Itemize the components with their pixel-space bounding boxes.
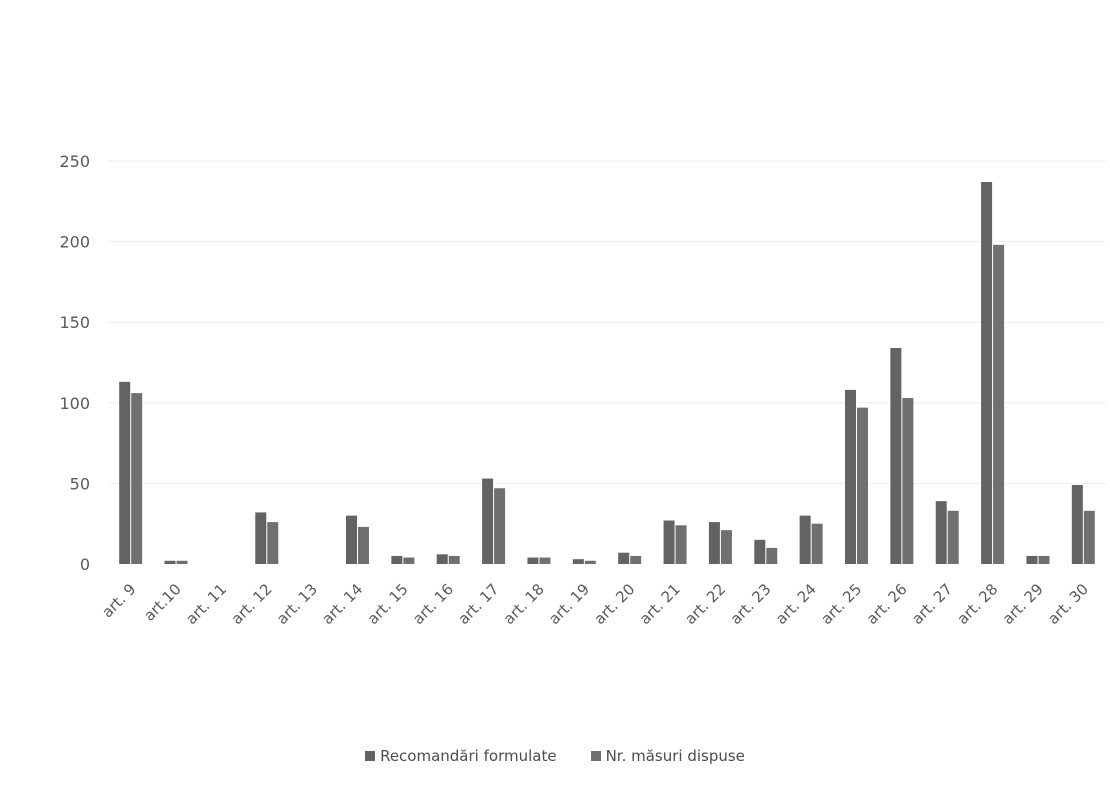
bar-series-2 <box>857 407 868 564</box>
x-tick-label: art. 27 <box>908 580 956 628</box>
y-tick-label: 100 <box>59 394 90 413</box>
x-tick-label: art. 9 <box>98 580 139 621</box>
x-tick-label: art. 11 <box>182 580 230 628</box>
x-tick-label: art. 22 <box>681 580 729 628</box>
x-tick-label: art. 14 <box>318 580 366 628</box>
y-axis-ticks: 0 50 100 150 200 250 <box>59 152 90 574</box>
bar-series-2 <box>675 525 687 564</box>
bar-series-1 <box>708 522 720 564</box>
bar-series-2 <box>630 555 642 564</box>
bar-series-2 <box>811 523 823 564</box>
bar-series-2 <box>358 526 369 564</box>
x-tick-label: art. 24 <box>772 580 820 628</box>
bar-series-2 <box>993 244 1005 564</box>
x-tick-label: art. 17 <box>454 580 502 628</box>
bar-series-2 <box>494 488 506 564</box>
bar-series-1 <box>391 555 403 564</box>
bars <box>119 181 1095 564</box>
legend-label-series-1: Recomandări formulate <box>380 747 557 765</box>
bar-series-2 <box>947 510 959 564</box>
bar-series-1 <box>799 515 811 564</box>
grid-lines <box>108 160 1106 484</box>
bar-series-2 <box>176 560 188 564</box>
x-tick-label: art.10 <box>140 580 185 625</box>
bar-series-1 <box>436 554 448 564</box>
bar-series-2 <box>403 557 415 564</box>
x-tick-label: art. 16 <box>409 580 457 628</box>
y-tick-label: 250 <box>59 152 90 171</box>
bar-series-1 <box>164 560 176 564</box>
bar-series-2 <box>539 557 551 564</box>
legend-label-series-2: Nr. măsuri dispuse <box>605 747 745 765</box>
bar-series-2 <box>902 397 914 564</box>
bar-series-1 <box>754 539 766 564</box>
x-tick-label: art. 28 <box>953 580 1001 628</box>
bar-series-2 <box>720 530 732 564</box>
legend-item-series-2: Nr. măsuri dispuse <box>590 747 745 765</box>
x-tick-label: art. 19 <box>545 580 593 628</box>
y-tick-label: 200 <box>59 233 90 252</box>
bar-series-2 <box>1083 510 1095 564</box>
x-tick-label: art. 20 <box>591 580 639 628</box>
bar-series-1 <box>1026 555 1038 564</box>
bar-series-1 <box>346 515 357 564</box>
bar-series-2 <box>1038 555 1050 564</box>
x-tick-label: art. 25 <box>817 580 865 628</box>
x-tick-label: art. 21 <box>636 580 684 628</box>
y-tick-label: 50 <box>70 474 90 493</box>
bar-series-2 <box>584 560 596 564</box>
legend: Recomandări formulate Nr. măsuri dispuse <box>0 747 1110 765</box>
bar-series-1 <box>1071 485 1083 564</box>
x-tick-label: art. 30 <box>1044 580 1092 628</box>
legend-item-series-1: Recomandări formulate <box>365 747 557 765</box>
bar-series-1 <box>119 381 131 564</box>
bar-series-1 <box>981 181 993 564</box>
bar-series-1 <box>663 520 675 564</box>
bar-series-1 <box>890 347 902 564</box>
x-tick-label: art. 13 <box>273 580 321 628</box>
x-tick-label: art. 18 <box>500 580 548 628</box>
bar-series-1 <box>618 552 630 564</box>
y-tick-label: 0 <box>80 555 90 574</box>
legend-swatch-series-2 <box>590 751 601 761</box>
x-tick-label: art. 12 <box>228 580 276 628</box>
bar-series-2 <box>448 555 460 564</box>
y-tick-label: 150 <box>59 313 90 332</box>
bar-series-1 <box>482 478 494 564</box>
bar-series-2 <box>766 547 778 564</box>
bar-series-1 <box>572 559 584 564</box>
bar-series-2 <box>131 393 143 564</box>
x-tick-label: art. 29 <box>999 580 1047 628</box>
bar-series-1 <box>845 389 856 564</box>
bar-series-1 <box>935 501 947 564</box>
bar-series-2 <box>267 522 279 564</box>
bar-series-1 <box>255 512 267 564</box>
bar-series-1 <box>527 557 539 564</box>
x-tick-label: art. 23 <box>727 580 775 628</box>
x-tick-label: art. 15 <box>364 580 412 628</box>
legend-swatch-series-1 <box>365 751 376 761</box>
x-tick-label: art. 26 <box>863 580 911 628</box>
